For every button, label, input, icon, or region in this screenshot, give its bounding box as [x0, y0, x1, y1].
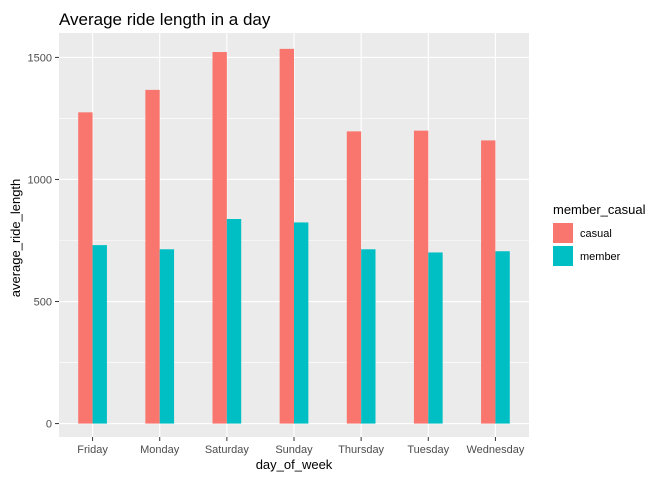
x-tick-label: Wednesday	[466, 444, 524, 456]
bar-casual-wednesday	[481, 140, 496, 424]
y-axis-title: average_ride_length	[8, 179, 23, 298]
bar-member-friday	[92, 245, 107, 424]
x-tick-label: Saturday	[205, 444, 250, 456]
y-tick-label: 500	[34, 297, 52, 309]
bar-casual-monday	[145, 89, 160, 424]
legend-key-member	[553, 246, 573, 266]
x-axis-title: day_of_week	[256, 457, 333, 472]
x-tick-label: Monday	[140, 444, 180, 456]
bar-member-sunday	[294, 222, 309, 424]
bar-casual-thursday	[346, 131, 362, 424]
bar-member-saturday	[226, 219, 242, 424]
bar-casual-saturday	[212, 52, 227, 424]
bar-casual-sunday	[279, 48, 294, 424]
y-tick-label: 1000	[28, 174, 52, 186]
legend-key-casual	[553, 223, 573, 243]
x-tick-label: Sunday	[275, 444, 313, 456]
y-axis: 0 500 1000 1500	[28, 52, 59, 431]
bar-member-monday	[159, 249, 175, 424]
x-tick-label: Thursday	[338, 444, 384, 456]
legend-label-member: member	[580, 251, 621, 263]
x-tick-label: Tuesday	[407, 444, 449, 456]
bar-member-thursday	[361, 249, 376, 424]
legend: member_casual casual member	[553, 202, 646, 266]
y-tick-label: 1500	[28, 52, 52, 64]
chart-title: Average ride length in a day	[59, 10, 271, 29]
bars	[78, 48, 510, 424]
legend-label-casual: casual	[580, 228, 612, 240]
bar-casual-tuesday	[413, 130, 429, 424]
bar-member-wednesday	[495, 251, 510, 424]
bar-member-tuesday	[428, 252, 443, 424]
y-tick-label: 0	[46, 419, 52, 431]
bar-casual-friday	[78, 112, 93, 424]
x-tick-label: Friday	[77, 444, 108, 456]
x-axis: Friday Monday Saturday Sunday Thursday Tuesda…	[77, 437, 525, 456]
legend-title: member_casual	[553, 202, 646, 217]
